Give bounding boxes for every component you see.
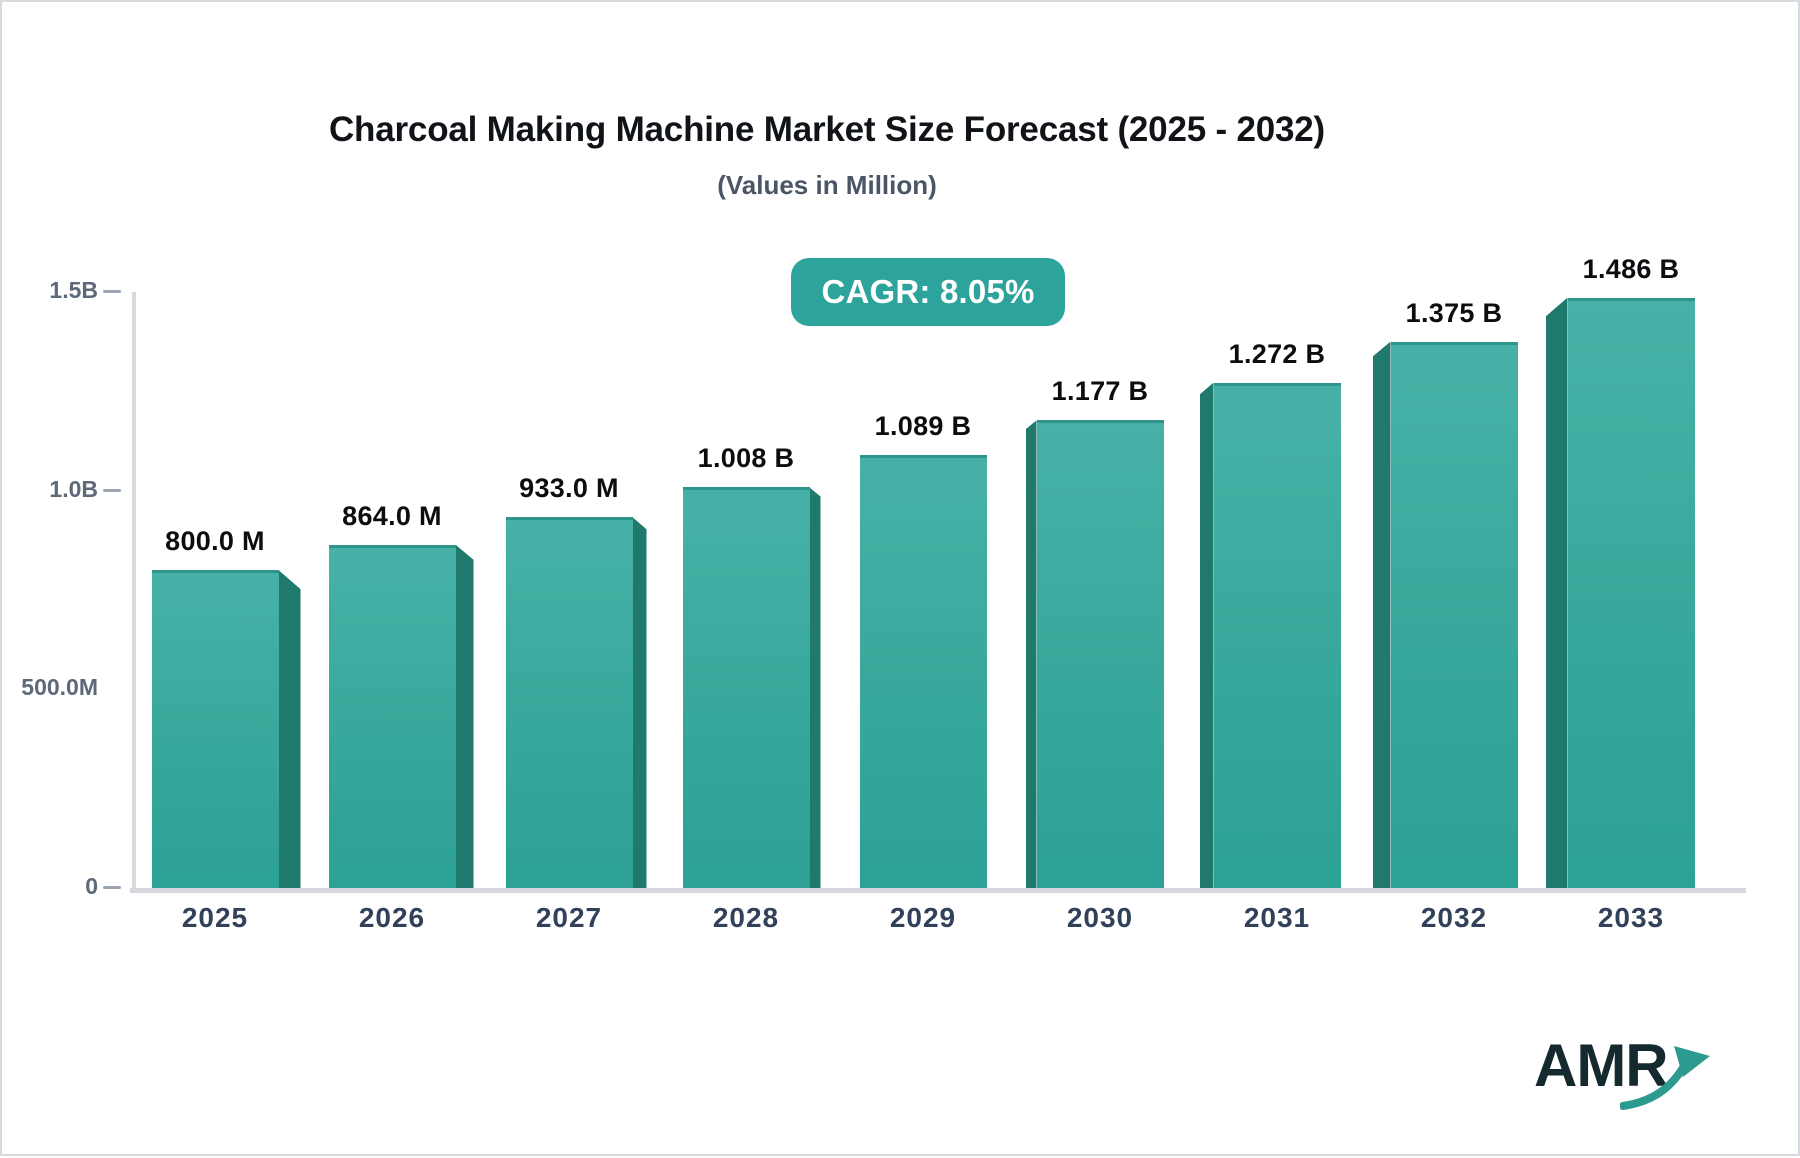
x-axis-baseline (130, 888, 1746, 893)
x-axis-label: 2025 (181, 902, 249, 933)
chart-title: Charcoal Making Machine Market Size Fore… (328, 110, 1326, 149)
bar-front-face (1390, 341, 1518, 888)
bar-value-label: 1.008 B (697, 443, 795, 474)
x-axis-label: 2029 (889, 902, 957, 933)
bar-front-face (859, 455, 987, 888)
x-axis-label: 2032 (1420, 902, 1488, 933)
x-axis-label: 2026 (358, 902, 426, 933)
cagr-badge: CAGR: 8.05% (791, 258, 1065, 326)
bar-front-face (1567, 297, 1695, 888)
bar-side-face (455, 544, 474, 888)
bar-side-face (1025, 420, 1037, 888)
amr-logo: AMR (1534, 1036, 1734, 1116)
y-axis-label: 1.0B (49, 475, 98, 502)
bar-value-label: 1.089 B (874, 411, 972, 442)
bar-side-face (1545, 297, 1568, 888)
bar-side-face (1372, 341, 1391, 888)
bar-front-face (1036, 420, 1164, 888)
bar-front-face (682, 487, 810, 888)
x-axis-label: 2031 (1243, 902, 1311, 933)
y-axis-label: 500.0M (21, 674, 98, 701)
bar-front-face (151, 570, 279, 888)
y-axis-line (132, 292, 136, 888)
bar-front-face (505, 517, 633, 888)
bar-value-label: 1.177 B (1051, 376, 1149, 407)
x-axis-label: 2030 (1066, 902, 1134, 933)
bar-front-face (1213, 382, 1341, 888)
bar-side-face (632, 517, 647, 888)
y-axis-tick-dash (103, 290, 121, 293)
bar-value-label: 933.0 M (519, 473, 619, 504)
x-axis-label: 2033 (1597, 902, 1665, 933)
x-axis-label: 2028 (712, 902, 780, 933)
x-axis-label: 2027 (535, 902, 603, 933)
bar-side-face (809, 487, 821, 888)
bar-value-label: 864.0 M (342, 500, 442, 531)
y-axis-label: 0 (85, 873, 98, 899)
y-axis-label: 1.5B (49, 277, 98, 303)
bar-side-face (278, 570, 301, 888)
bar-value-label: 1.486 B (1582, 253, 1680, 284)
bar-value-label: 1.375 B (1405, 297, 1503, 328)
amr-logo-text: AMR (1534, 1032, 1669, 1099)
growth-arrow-icon (1620, 1046, 1710, 1110)
bar-front-face (328, 544, 456, 888)
bar-value-label: 800.0 M (165, 526, 265, 557)
bar-side-face (1199, 382, 1214, 888)
y-axis-tick-dash (103, 886, 121, 889)
chart-subtitle: (Values in Million) (717, 170, 937, 200)
bar-value-label: 1.272 B (1228, 338, 1326, 369)
y-axis-tick-dash (103, 488, 121, 492)
